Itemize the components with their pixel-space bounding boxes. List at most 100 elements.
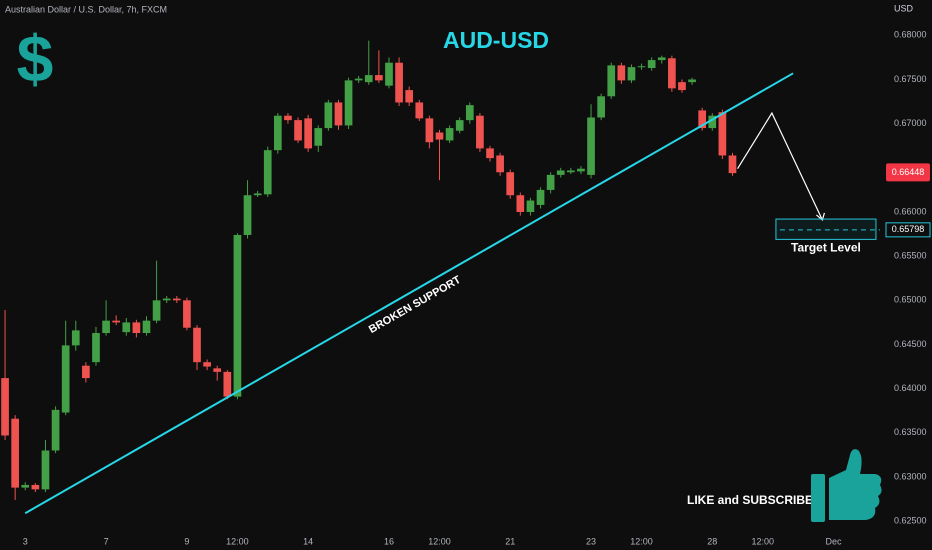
candle-body bbox=[324, 102, 333, 129]
y-tick-label: 0.68000 bbox=[894, 30, 927, 40]
thumb-hand bbox=[829, 449, 882, 520]
last-price-box bbox=[886, 163, 930, 182]
y-tick-label: 0.65500 bbox=[894, 251, 927, 261]
candle-body bbox=[152, 300, 161, 321]
y-tick-label: 0.67500 bbox=[894, 74, 927, 84]
candle-body bbox=[455, 120, 464, 131]
target-price-box bbox=[885, 222, 931, 238]
cta-text: LIKE and SUBSCRIBE bbox=[687, 493, 813, 507]
y-tick-label: 0.64500 bbox=[894, 339, 927, 349]
projection-path bbox=[737, 111, 823, 221]
y-tick-label: 0.63500 bbox=[894, 427, 927, 437]
dollar-icon: $ bbox=[17, 21, 54, 95]
candle-body bbox=[395, 62, 403, 103]
candle-body bbox=[223, 371, 232, 397]
x-tick-label: 12:00 bbox=[630, 536, 653, 546]
candle-body bbox=[122, 322, 131, 333]
candle-body bbox=[112, 320, 121, 323]
candle-body bbox=[294, 120, 302, 141]
candle-body bbox=[183, 300, 191, 328]
candle-body bbox=[657, 57, 666, 61]
candle-body bbox=[597, 96, 605, 118]
candle-body bbox=[688, 79, 696, 83]
candle-body bbox=[708, 115, 717, 129]
candle-body bbox=[334, 102, 343, 126]
x-tick-label: Dec bbox=[826, 536, 843, 546]
x-tick-label: 7 bbox=[104, 536, 109, 546]
candle-body bbox=[516, 195, 525, 212]
candle-body bbox=[476, 115, 484, 149]
candle-body bbox=[304, 118, 312, 149]
candle-body bbox=[314, 128, 323, 146]
candle-body bbox=[637, 66, 646, 68]
candle-body bbox=[263, 150, 272, 195]
candle-body bbox=[193, 327, 201, 363]
candle-body bbox=[647, 60, 656, 69]
candle-body bbox=[526, 200, 535, 212]
candle-body bbox=[172, 298, 181, 301]
y-tick-label: 0.65000 bbox=[894, 295, 927, 305]
candle-body bbox=[162, 298, 171, 301]
candle-body bbox=[425, 118, 434, 143]
candle-body bbox=[203, 362, 211, 367]
x-tick-label: 3 bbox=[23, 536, 28, 546]
candle-body bbox=[253, 193, 262, 196]
candle-body bbox=[354, 78, 363, 81]
x-tick-label: 12:00 bbox=[428, 536, 451, 546]
candle-body bbox=[718, 112, 727, 156]
y-tick-label: 0.64000 bbox=[894, 383, 927, 393]
candle-body bbox=[21, 484, 30, 488]
candle-body bbox=[344, 80, 353, 126]
candle-body bbox=[566, 170, 575, 173]
y-unit: USD bbox=[894, 3, 914, 13]
candle-body bbox=[71, 330, 80, 346]
candle-body bbox=[668, 58, 676, 89]
candle-body bbox=[486, 148, 494, 159]
projection-arrowhead bbox=[816, 212, 825, 222]
candle-body bbox=[364, 75, 373, 83]
candle-body bbox=[92, 333, 100, 363]
y-tick-label: 0.67000 bbox=[894, 118, 927, 128]
target-box bbox=[775, 218, 877, 240]
target-price-label: 0.65798 bbox=[892, 224, 925, 234]
x-tick-label: 23 bbox=[586, 536, 596, 546]
candle-body bbox=[435, 132, 444, 140]
candle-body bbox=[61, 345, 70, 413]
candle-body bbox=[11, 418, 19, 488]
candle-body bbox=[607, 65, 616, 97]
candle-body bbox=[728, 155, 737, 174]
y-tick-label: 0.66000 bbox=[894, 206, 927, 216]
candle-body bbox=[617, 65, 626, 81]
candle-body bbox=[284, 115, 292, 121]
trendline bbox=[24, 72, 794, 515]
candle-body bbox=[546, 174, 555, 190]
candle-body bbox=[405, 90, 414, 103]
candle-body bbox=[536, 189, 545, 205]
candle-body bbox=[506, 172, 515, 196]
candle-body bbox=[31, 484, 40, 490]
candle-body bbox=[142, 320, 151, 334]
candle-body bbox=[274, 115, 282, 151]
candle-body bbox=[102, 320, 110, 334]
x-tick-label: 28 bbox=[707, 536, 717, 546]
candle-body bbox=[627, 67, 636, 81]
header: Australian Dollar / U.S. Dollar, 7h, FXC… bbox=[5, 4, 167, 14]
thumb-cuff bbox=[811, 474, 825, 522]
candle-body bbox=[678, 82, 686, 91]
candle-body bbox=[41, 450, 50, 490]
candle-body bbox=[465, 105, 474, 121]
candle-body bbox=[556, 170, 565, 175]
candle-body bbox=[375, 75, 383, 81]
candle-body bbox=[577, 168, 585, 172]
candle-body bbox=[243, 195, 252, 235]
x-tick-label: 9 bbox=[184, 536, 189, 546]
candle-body bbox=[587, 117, 595, 175]
last-price-label: 0.66448 bbox=[892, 167, 925, 177]
candle-body bbox=[51, 409, 60, 451]
x-tick-label: 12:00 bbox=[226, 536, 249, 546]
chart-title: AUD-USD bbox=[443, 27, 549, 53]
thumb-icon bbox=[811, 449, 882, 522]
